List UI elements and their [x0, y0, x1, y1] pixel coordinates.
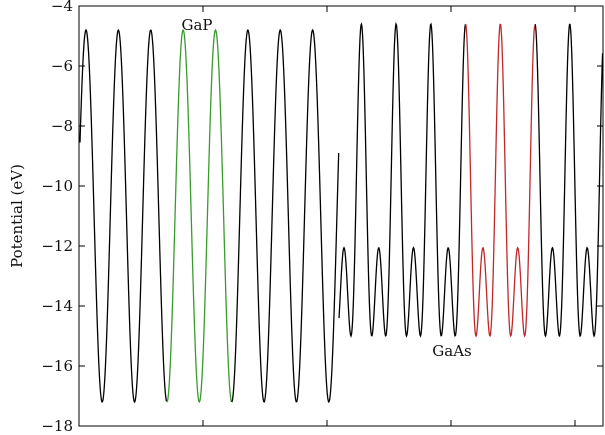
annotation-gaas: GaAs [432, 342, 471, 360]
y-tick-label: −4 [51, 0, 73, 15]
gap-highlight-line [166, 28, 233, 404]
plot-border [78, 5, 604, 427]
annotation-gap: GaP [181, 16, 212, 34]
gap-series-line [79, 28, 168, 404]
y-tick-label: −6 [51, 57, 73, 75]
y-tick-label: −8 [51, 117, 73, 135]
gaas-series-line [338, 21, 467, 338]
y-tick-label: −14 [41, 297, 73, 315]
plot-frame [78, 5, 604, 427]
gap-series-line [231, 28, 340, 404]
y-tick-label: −10 [41, 177, 73, 195]
y-tick-label: −12 [41, 237, 73, 255]
y-tick-label: −18 [41, 417, 73, 435]
y-axis: −4 −6 −8 −10 −12 −14 −16 −18 [41, 0, 603, 435]
y-axis-title: Potential (eV) [8, 164, 26, 268]
y-tick-label: −16 [41, 357, 73, 375]
series-lines [79, 21, 604, 404]
x-axis [202, 6, 576, 426]
gaas-highlight-line [464, 23, 536, 338]
gaas-series-line [534, 23, 604, 338]
